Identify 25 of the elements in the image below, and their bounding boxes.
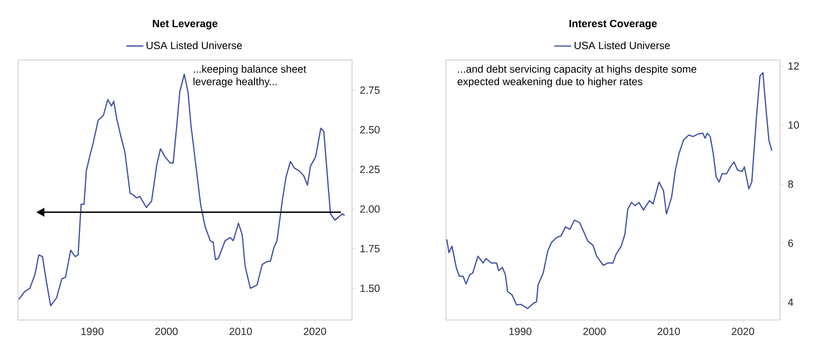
y-tick-label: 2.25 <box>360 166 380 174</box>
y-tick-label: 2.00 <box>360 205 380 213</box>
chart-title: Interest Coverage <box>570 20 657 30</box>
chart-title: Net Leverage <box>152 20 218 30</box>
x-tick-label: 1990 <box>509 328 532 336</box>
y-tick-label: 6 <box>788 239 794 247</box>
y-tick-label: 2.50 <box>360 126 380 134</box>
y-tick-label: 1.50 <box>360 284 380 292</box>
x-tick-label: 1990 <box>81 328 104 336</box>
x-tick-label: 2010 <box>658 328 680 336</box>
x-tick-label: 2020 <box>304 328 326 336</box>
x-tick-label: 2010 <box>230 328 252 336</box>
y-tick-label: 4 <box>788 298 794 306</box>
annotation: ...keeping balance sheet leverage healthy... <box>194 65 306 88</box>
x-tick-label: 2000 <box>583 328 606 336</box>
x-tick-label: 2020 <box>732 328 754 336</box>
x-tick-label: 2000 <box>155 328 178 336</box>
legend-label: USA Listed Universe <box>574 41 670 50</box>
y-tick-label: 2.75 <box>360 86 380 94</box>
y-tick-label: 10 <box>788 121 799 129</box>
y-tick-label: 1.75 <box>360 245 380 252</box>
annotation: ...and debt servicing capacity at highs despite some expected weakening due to higher rates <box>458 65 696 88</box>
y-tick-label: 8 <box>788 180 794 188</box>
legend-label: USA Listed Universe <box>146 41 242 50</box>
y-tick-label: 12 <box>788 62 799 70</box>
